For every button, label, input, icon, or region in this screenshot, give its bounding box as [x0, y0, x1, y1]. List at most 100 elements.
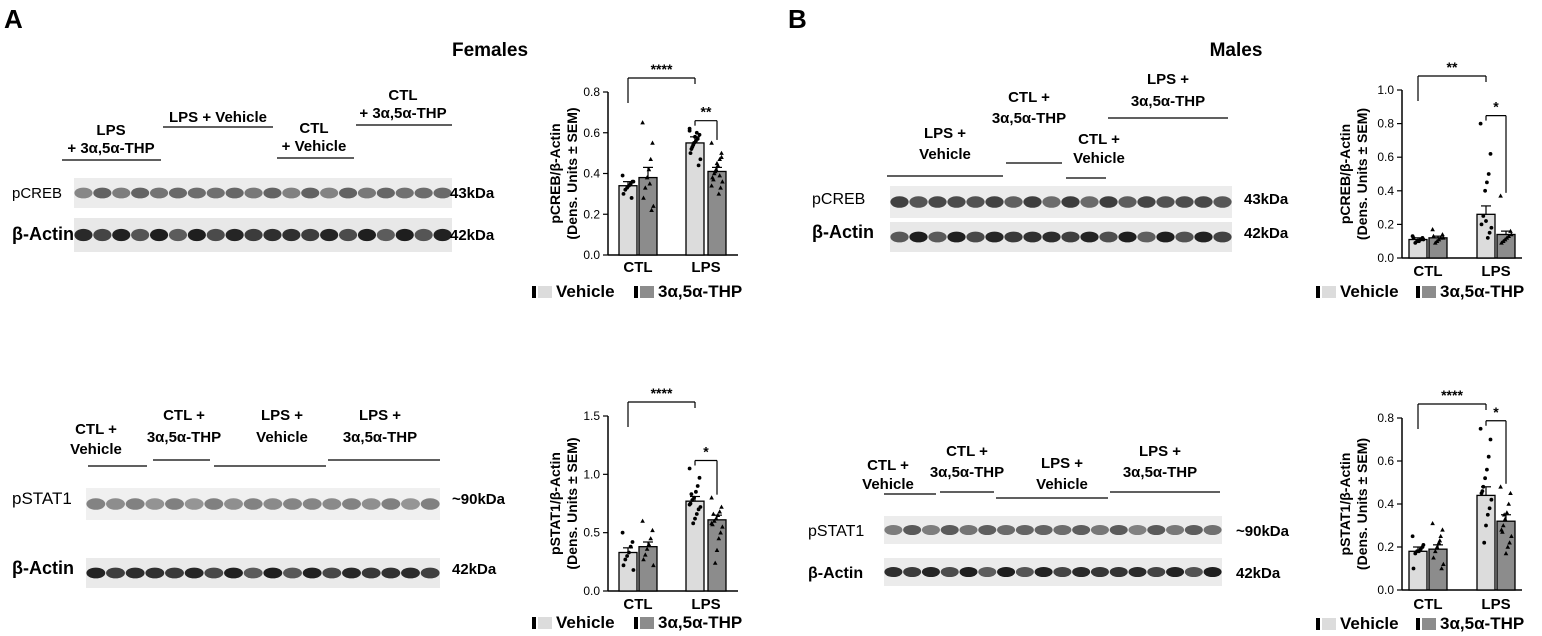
data-point [640, 518, 645, 523]
blot-band [165, 567, 184, 579]
data-point [712, 169, 718, 174]
blot-band [338, 187, 358, 199]
category-label: CTL [623, 596, 652, 613]
data-point [714, 547, 720, 552]
group-label: Vehicle [919, 146, 971, 163]
blot-band [1175, 231, 1194, 243]
data-point [711, 177, 716, 182]
significance-label: ** [701, 104, 712, 120]
western-blot: pSTAT1 ~90kDa β-Actin 42kDa CTL + Vehicle CTL … [808, 443, 1290, 586]
group-label: + Vehicle [282, 138, 347, 155]
data-point [1431, 555, 1436, 560]
blot-band [1147, 524, 1166, 536]
y-tick-label: 0.4 [583, 167, 600, 181]
data-point [687, 466, 692, 471]
blot-band [131, 228, 150, 242]
data-point [1434, 544, 1440, 549]
data-point [687, 502, 692, 507]
western-blot: pCREB 43kDa β-Actin 42kDa LPS + Vehicle CTL + 3… [812, 71, 1289, 252]
blot-band [985, 196, 1004, 208]
bar-chart: 0.0 0.2 0.4 0.6 0.8 pSTAT1/β-Actin (Dens. Unit… [1316, 387, 1524, 633]
bar-chart: 0.0 0.2 0.4 0.6 0.8 pCREB/β-Actin (Dens. Units… [532, 61, 742, 301]
data-point [641, 557, 646, 562]
data-point [1502, 516, 1508, 521]
data-point [689, 147, 694, 151]
blot-strip [884, 558, 1222, 586]
bar [618, 551, 638, 592]
group-label: Vehicle [256, 429, 308, 446]
blot-band [243, 567, 263, 579]
data-point [1483, 476, 1487, 481]
legend-tick [634, 617, 638, 629]
significance-label: **** [1441, 387, 1463, 403]
data-point [650, 140, 655, 145]
legend-swatch [1322, 618, 1336, 630]
data-point [1413, 551, 1418, 556]
blot-band [106, 567, 125, 579]
data-point [719, 154, 724, 159]
data-point [1438, 533, 1443, 539]
y-axis-label: pSTAT1/β-Actin [1337, 453, 1353, 556]
blot-band [940, 524, 959, 536]
blot-band [890, 196, 909, 208]
blot-band [1042, 196, 1061, 208]
legend-tick [1316, 618, 1320, 630]
blot-band [112, 228, 131, 242]
data-point [644, 546, 650, 551]
category-label: CTL [1413, 596, 1442, 613]
group-label: LPS + Vehicle [169, 109, 267, 126]
blot-band [401, 567, 420, 579]
data-point [1505, 544, 1511, 549]
group-label: CTL + [75, 421, 117, 438]
blot-band [903, 524, 922, 536]
blot-band [263, 187, 282, 199]
blot-band [342, 567, 361, 579]
blot-band [1015, 524, 1034, 536]
y-tick-label: 1.0 [583, 467, 600, 481]
data-point [713, 516, 719, 521]
significance-label: **** [651, 385, 673, 401]
data-point [1487, 230, 1492, 235]
group-label: 3α,5α-THP [147, 429, 221, 446]
data-point [1478, 121, 1483, 126]
y-axis-label: (Dens. Units ± SEM) [564, 437, 580, 569]
category-label: LPS [1481, 263, 1510, 280]
y-tick-label: 0.6 [583, 126, 600, 140]
data-point [697, 132, 702, 137]
blot-band [978, 524, 997, 536]
blot-strip [890, 186, 1232, 218]
blot-band [966, 196, 985, 208]
legend-tick [1416, 618, 1420, 630]
blot-band [884, 566, 903, 578]
group-label: 3α,5α-THP [930, 464, 1004, 481]
data-point [1441, 561, 1446, 566]
blot-band [1080, 231, 1099, 243]
blot-band [302, 498, 322, 510]
blot-band [966, 231, 985, 243]
data-point [1503, 551, 1509, 556]
data-point [1485, 235, 1490, 240]
blot-band [928, 196, 947, 208]
data-point [1439, 566, 1444, 571]
data-point [694, 512, 699, 516]
data-point [627, 550, 631, 555]
data-point [631, 179, 636, 184]
blot-band [947, 196, 966, 208]
bar-chart: 0.0 0.5 1.0 1.5 pSTAT1/β-Actin (Dens. Units ±… [532, 385, 742, 632]
data-point [650, 527, 655, 533]
data-point [1486, 454, 1491, 459]
blot-band [884, 524, 903, 536]
blot-band [244, 187, 263, 199]
data-point [1410, 534, 1415, 539]
blot-band [1004, 231, 1023, 243]
data-point [688, 151, 693, 156]
y-tick-label: 0.0 [583, 584, 600, 598]
blot-band [283, 498, 302, 510]
data-point [712, 560, 718, 565]
blot-band [414, 187, 433, 199]
blot-band [131, 187, 150, 199]
data-point [1482, 540, 1487, 545]
data-point [1484, 523, 1488, 528]
blot-row-label: β-Actin [12, 224, 74, 244]
